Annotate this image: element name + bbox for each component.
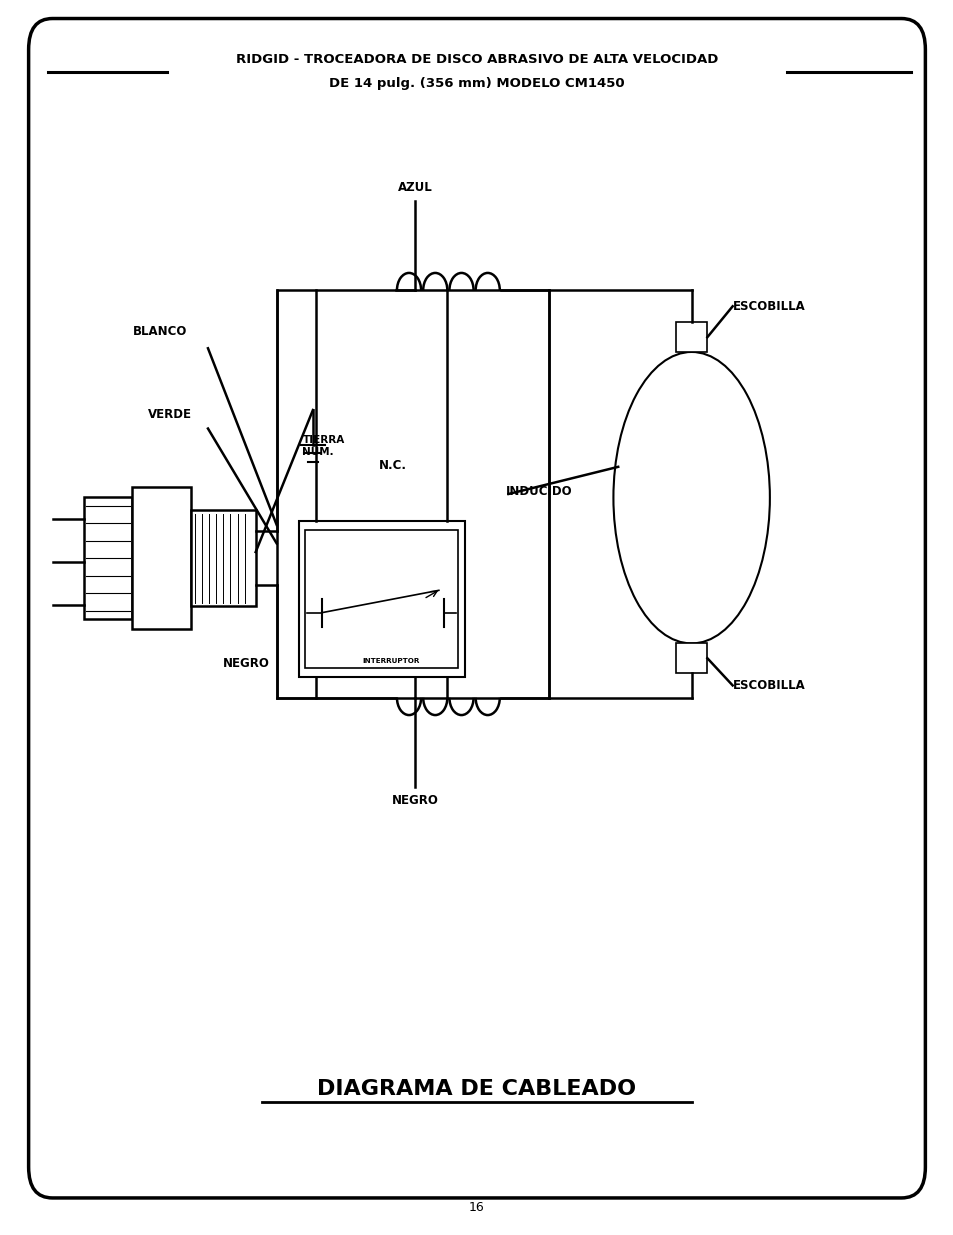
Bar <box>298 521 464 677</box>
Bar <box>305 530 457 668</box>
Bar <box>191 510 255 606</box>
Bar <box>675 643 707 673</box>
FancyBboxPatch shape <box>29 19 924 1198</box>
Text: ESCOBILLA: ESCOBILLA <box>732 679 804 692</box>
Bar <box>675 322 707 352</box>
Bar <box>84 496 132 620</box>
Text: 16: 16 <box>469 1202 484 1214</box>
Bar <box>276 290 548 698</box>
Ellipse shape <box>613 352 769 643</box>
Text: INDUCIDO: INDUCIDO <box>505 485 572 499</box>
Text: DE 14 pulg. (356 mm) MODELO CM1450: DE 14 pulg. (356 mm) MODELO CM1450 <box>329 78 624 90</box>
Text: VERDE: VERDE <box>148 408 192 421</box>
Bar <box>132 487 191 630</box>
Text: BLANCO: BLANCO <box>133 325 187 338</box>
Text: N.C.: N.C. <box>378 459 407 473</box>
Text: AZUL: AZUL <box>397 180 432 194</box>
Text: ESCOBILLA: ESCOBILLA <box>732 300 804 312</box>
Text: RIDGID - TROCEADORA DE DISCO ABRASIVO DE ALTA VELOCIDAD: RIDGID - TROCEADORA DE DISCO ABRASIVO DE… <box>235 53 718 65</box>
Text: DIAGRAMA DE CABLEADO: DIAGRAMA DE CABLEADO <box>317 1079 636 1099</box>
Text: INTERRUPTOR: INTERRUPTOR <box>362 658 419 664</box>
Text: NEGRO: NEGRO <box>222 657 270 671</box>
Text: NEGRO: NEGRO <box>391 794 438 808</box>
Text: TIERRA
NÚM.: TIERRA NÚM. <box>302 435 344 457</box>
